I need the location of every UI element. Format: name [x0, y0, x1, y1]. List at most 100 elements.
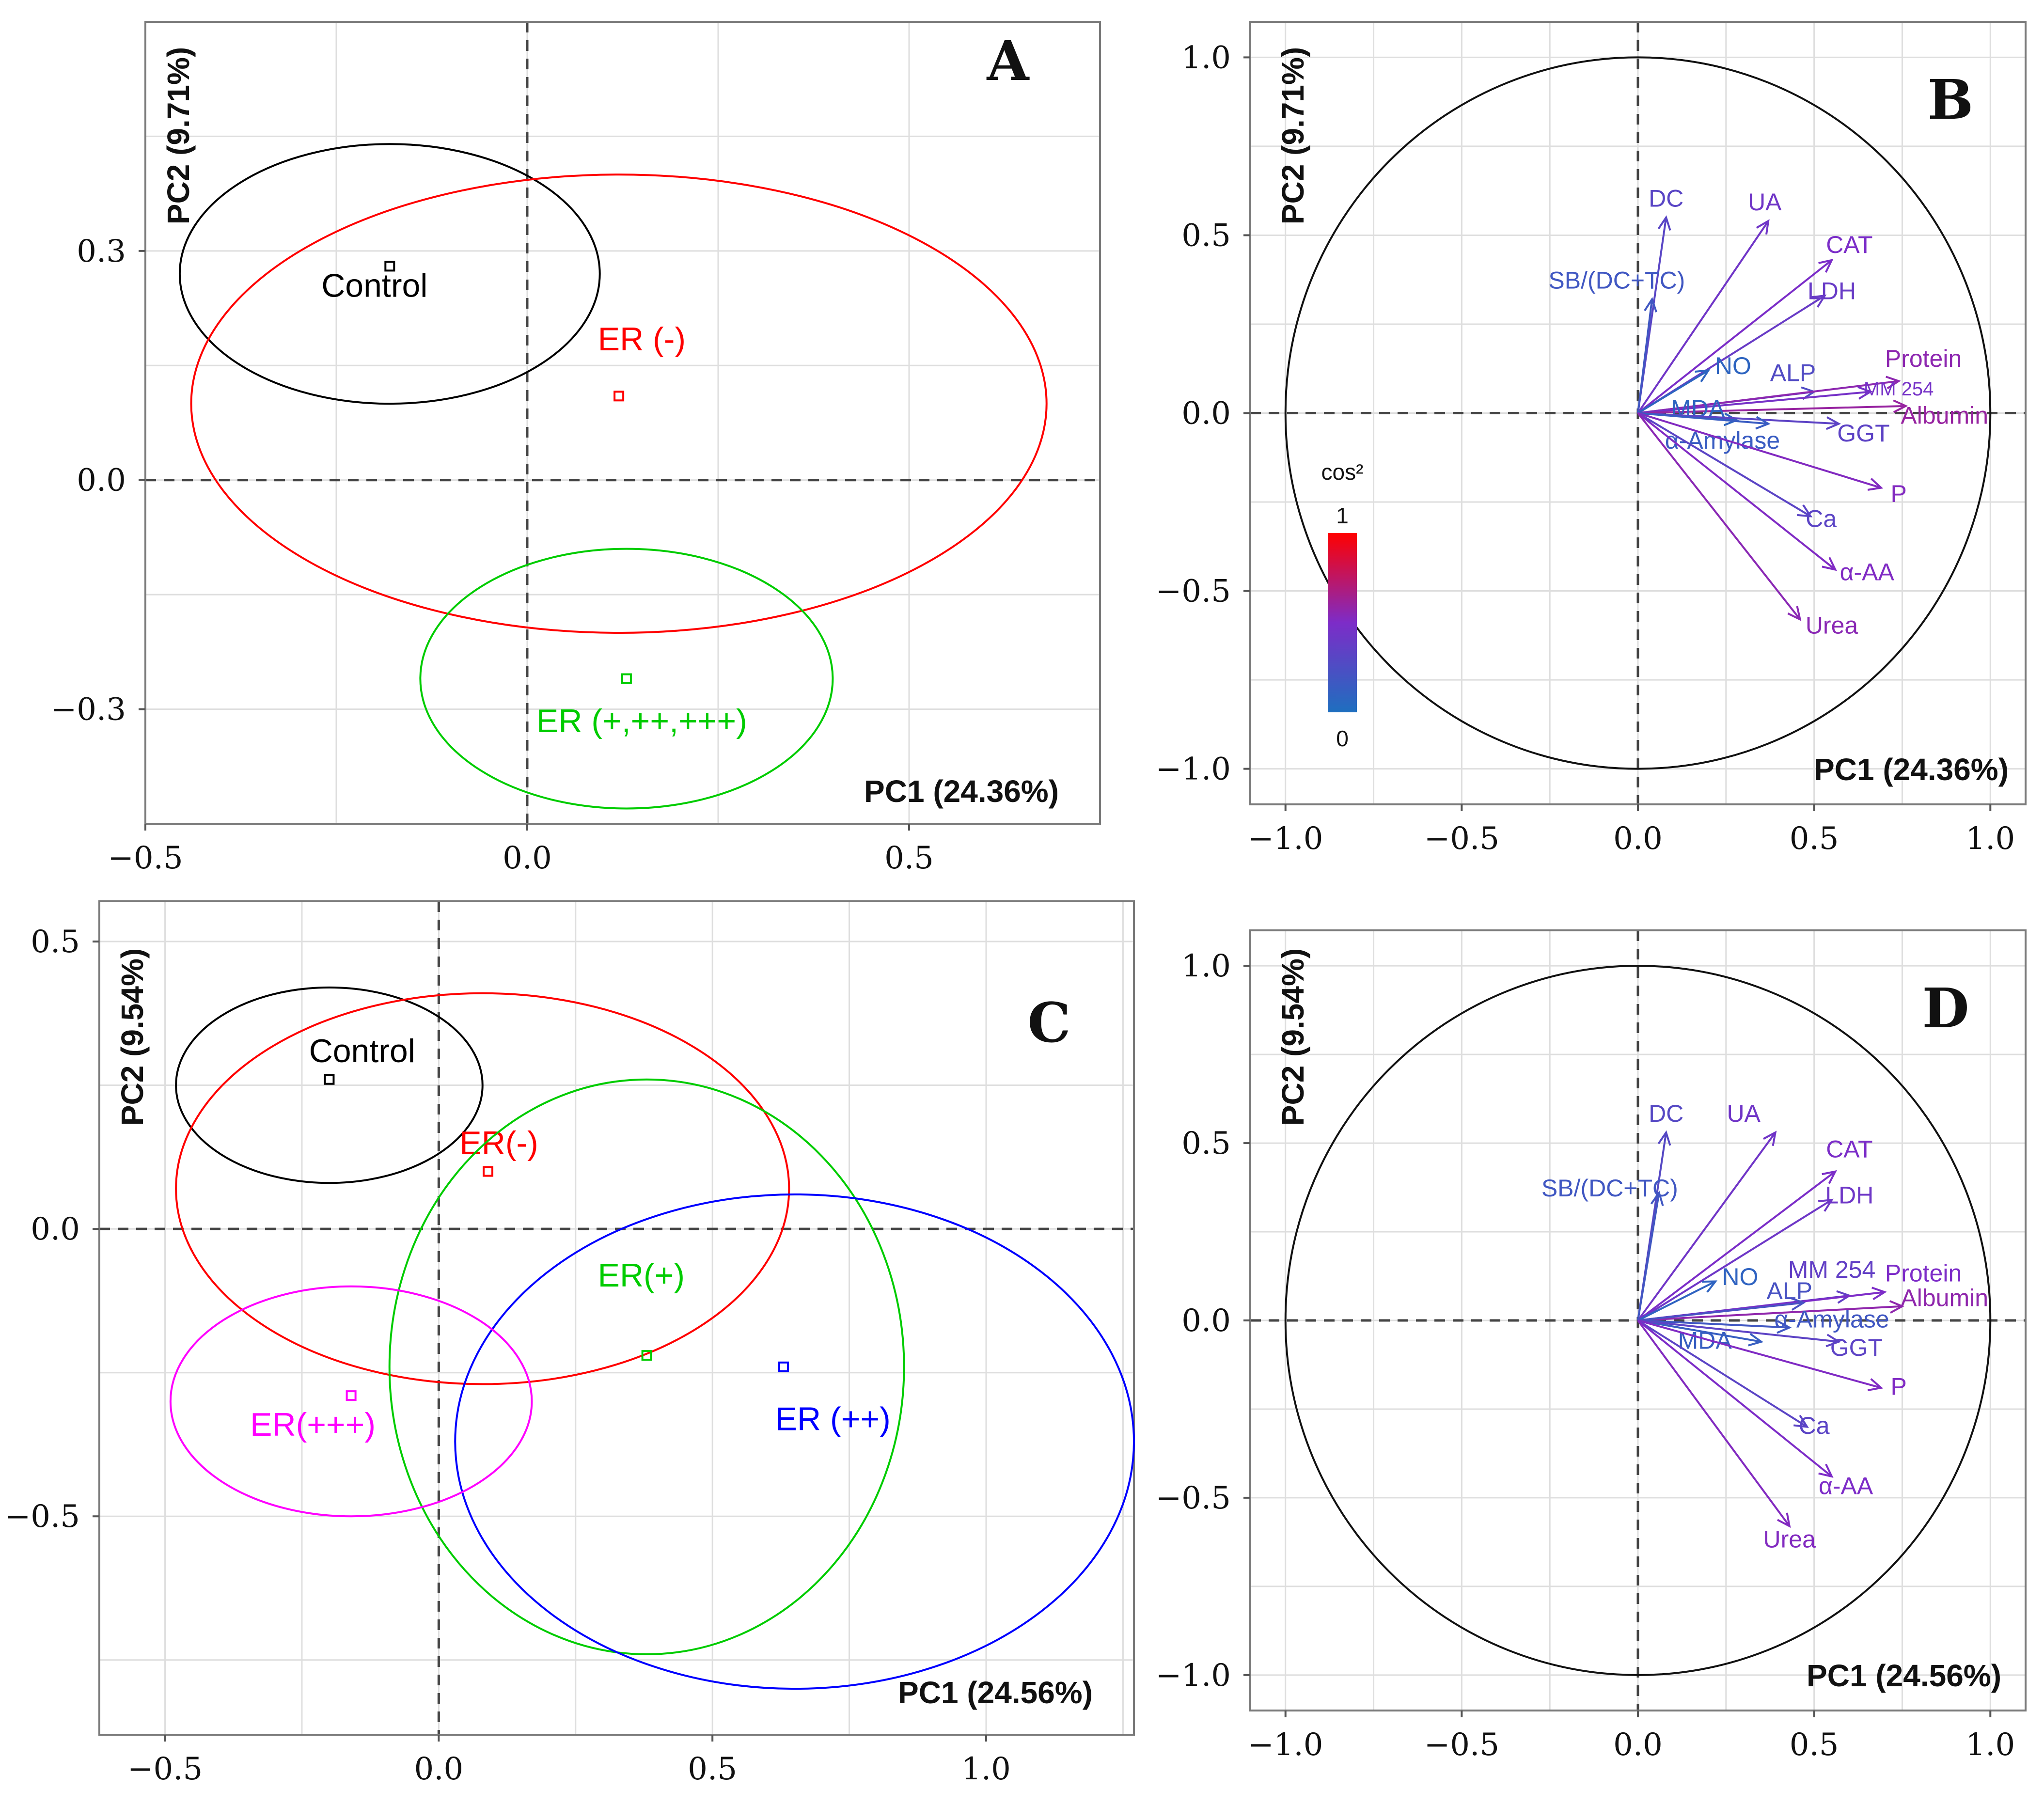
variable-arrowhead — [1787, 606, 1802, 621]
variable-label: CAT — [1826, 231, 1872, 258]
variable-arrowhead — [1825, 416, 1841, 430]
correlation-circle — [1284, 965, 1992, 1676]
x-tick-label: 0.0 — [414, 1751, 463, 1787]
variable-arrow — [1637, 380, 1899, 414]
variable-label: Albumin — [1901, 1285, 1988, 1312]
x-tick-label: −0.5 — [1424, 1727, 1499, 1763]
variable-label: SB/(DC+TC) — [1541, 1175, 1678, 1202]
y-tick-label: 0.5 — [31, 924, 80, 960]
variable-arrow — [1637, 412, 1801, 620]
variable-label: Protein — [1885, 1260, 1962, 1287]
variable-label: NO — [1722, 1263, 1758, 1290]
variable-arrowhead — [1644, 297, 1657, 313]
variable-label: GGT — [1830, 1334, 1883, 1361]
confidence-ellipse — [169, 1285, 533, 1518]
variable-arrow — [1637, 412, 1836, 571]
variable-arrowhead — [1818, 1463, 1834, 1478]
variable-label: P — [1891, 1373, 1907, 1400]
variable-arrow — [1637, 1305, 1902, 1321]
variable-label: MDA — [1678, 1327, 1732, 1354]
y-tick-label: 0.0 — [1181, 1303, 1231, 1339]
variable-arrow — [1637, 1171, 1836, 1321]
panel-b: −1.0 −0.5 0.0 0.5 1.0 −1.0 −0.5 0.0 0.5 1.0 PC1 (2… — [1156, 21, 2027, 857]
y-tick-label: −1.0 — [1156, 1658, 1231, 1694]
variable-arrow — [1637, 1319, 1808, 1428]
variable-label: MM 254 — [1864, 378, 1934, 400]
group-centroid — [384, 261, 395, 272]
variable-label: α-AA — [1840, 559, 1895, 586]
group-label: Control — [309, 1033, 415, 1069]
group-centroid — [483, 1166, 494, 1177]
variable-label: SB/(DC+TC) — [1548, 267, 1685, 294]
variable-arrowhead — [1790, 1297, 1806, 1311]
correlation-circle — [1284, 56, 1992, 770]
y-tick-label: −0.5 — [5, 1499, 80, 1535]
variable-arrow — [1637, 1131, 1777, 1321]
variable-arrow — [1637, 412, 1811, 518]
variable-arrow — [1637, 1302, 1804, 1321]
variable-label: ALP — [1770, 359, 1816, 386]
y-tick-label: 0.0 — [1181, 396, 1231, 432]
group-centroid — [346, 1390, 357, 1401]
variable-arrowhead — [1825, 1334, 1841, 1348]
variable-arrowhead — [1777, 1512, 1791, 1528]
variable-label: α-Amylase — [1774, 1306, 1889, 1333]
plot-frame — [98, 900, 1135, 1736]
variable-label: Urea — [1763, 1525, 1816, 1553]
group-label: ER(+) — [598, 1257, 685, 1294]
y-tick-label: 1.0 — [1181, 40, 1231, 76]
variable-arrow — [1637, 259, 1833, 414]
y-axis-label: PC2 (9.54%) — [115, 948, 150, 1126]
confidence-ellipse — [178, 143, 601, 405]
x-tick-label: 0.5 — [884, 840, 934, 876]
y-tick-label: −0.5 — [1156, 574, 1231, 610]
variable-arrowhead — [1871, 1287, 1887, 1301]
colorbar — [1328, 533, 1357, 712]
y-axis-label: PC2 (9.54%) — [1275, 948, 1310, 1126]
variable-arrowhead — [1818, 1198, 1834, 1212]
variable-arrowhead — [1695, 369, 1711, 382]
variable-label: P — [1891, 480, 1907, 507]
group-label: Control — [321, 267, 427, 304]
colorbar-max-label: 1 — [1336, 503, 1349, 528]
panel-letter: A — [987, 30, 1030, 93]
variable-arrow — [1637, 412, 1769, 425]
x-axis-label: PC1 (24.56%) — [898, 1675, 1093, 1710]
x-tick-label: −1.0 — [1248, 821, 1323, 857]
panel-c: −0.5 0.0 0.5 1.0 −0.5 0.0 0.5 PC1 (24.56%) PC2 (… — [5, 900, 1135, 1787]
variable-arrow — [1637, 1193, 1660, 1321]
x-tick-label: 0.0 — [503, 840, 552, 876]
y-tick-label: 1.0 — [1181, 948, 1231, 984]
panel-d: −1.0 −0.5 0.0 0.5 1.0 −1.0 −0.5 0.0 0.5 1.0 PC1 (2… — [1156, 929, 2027, 1763]
variable-arrow — [1637, 1319, 1833, 1477]
confidence-ellipse — [190, 173, 1048, 634]
variable-arrow — [1637, 1199, 1833, 1321]
variable-arrow — [1637, 412, 1882, 489]
y-axis-label: PC2 (9.71%) — [1275, 47, 1310, 224]
variable-arrowhead — [1762, 1130, 1777, 1146]
variable-label: LDH — [1808, 278, 1856, 305]
variable-arrowhead — [1811, 294, 1827, 308]
variable-label: Urea — [1806, 612, 1858, 639]
confidence-ellipse — [175, 992, 790, 1385]
group-centroid — [324, 1074, 335, 1085]
variable-arrowhead — [1867, 478, 1884, 491]
confidence-ellipse — [454, 1193, 1135, 1690]
group-label: ER (+,++,+++) — [536, 703, 747, 739]
variable-arrowhead — [1777, 1320, 1792, 1334]
plot-frame — [144, 21, 1101, 825]
variable-arrow — [1637, 369, 1709, 414]
variable-arrowhead — [1867, 1378, 1884, 1392]
variable-arrowhead — [1748, 1333, 1764, 1347]
variable-arrowhead — [1756, 219, 1770, 235]
y-tick-label: 0.5 — [1181, 1126, 1231, 1161]
group-label: ER (++) — [775, 1400, 891, 1437]
x-axis-label: PC1 (24.56%) — [1807, 1658, 2001, 1693]
variable-arrowhead — [1822, 1170, 1837, 1184]
variable-arrow — [1637, 1319, 1882, 1389]
variable-arrow — [1637, 1280, 1716, 1321]
panel-letter: B — [1928, 68, 1974, 132]
confidence-ellipse — [388, 1078, 905, 1655]
variable-arrowhead — [1893, 399, 1908, 413]
